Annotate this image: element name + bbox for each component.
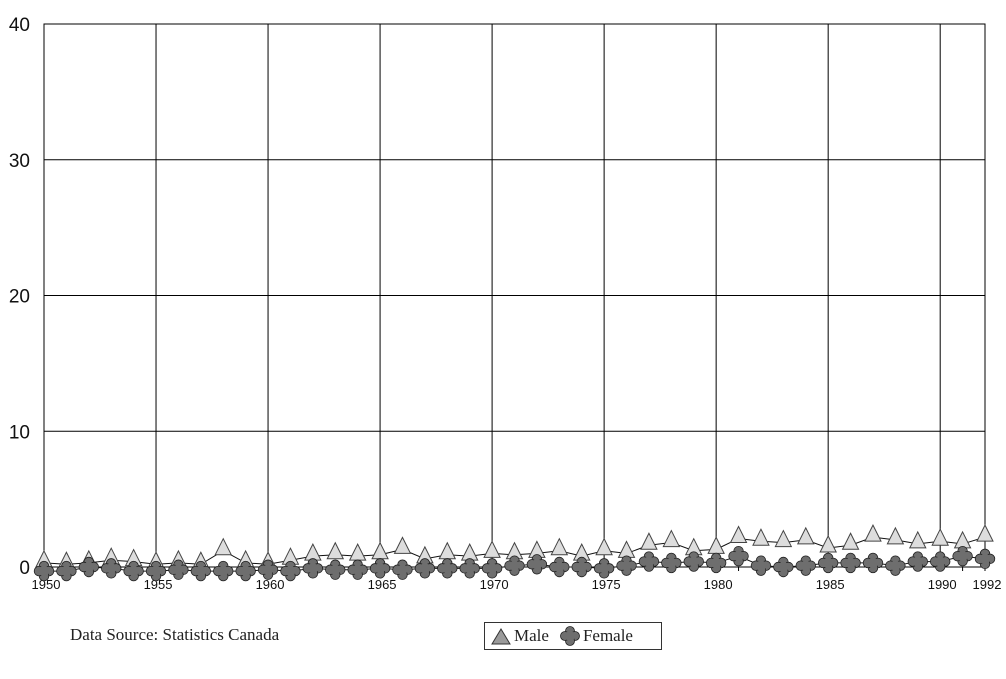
- male-data-point: [707, 536, 725, 554]
- female-data-point: [616, 555, 637, 576]
- male-data-point: [796, 526, 815, 545]
- series-points: [33, 524, 996, 582]
- female-data-point: [817, 552, 839, 574]
- female-data-point: [168, 559, 189, 580]
- female-data-point: [257, 559, 279, 580]
- y-axis-ticks: 0 10 20 30 40: [9, 15, 30, 579]
- female-data-point: [750, 555, 772, 576]
- male-data-point: [819, 534, 837, 553]
- female-data-point: [526, 554, 548, 575]
- legend-item-male: Male: [490, 626, 549, 646]
- female-data-point: [123, 560, 144, 582]
- female-data-point: [33, 560, 55, 582]
- y-tick-label: 20: [9, 287, 30, 308]
- x-tick-label: 1975: [592, 577, 621, 592]
- female-data-point: [213, 560, 234, 582]
- male-data-point: [483, 540, 501, 558]
- triangle-marker-icon: [491, 628, 511, 645]
- flower-marker-icon: [560, 626, 580, 646]
- female-data-point: [481, 558, 503, 579]
- y-tick-label: 30: [9, 151, 30, 172]
- x-tick-label: 1960: [256, 577, 285, 592]
- female-data-point: [459, 558, 480, 579]
- female-data-point: [549, 556, 570, 578]
- male-data-point: [617, 540, 636, 558]
- female-data-point: [638, 551, 660, 572]
- female-data-point: [705, 552, 727, 574]
- male-data-point: [662, 529, 681, 548]
- male-data-point: [931, 528, 949, 546]
- male-data-point: [214, 537, 233, 556]
- female-data-point: [907, 551, 928, 572]
- female-data-point: [437, 558, 458, 579]
- y-tick-label: 0: [19, 558, 30, 579]
- x-tick-label: 1955: [144, 577, 173, 592]
- female-data-point: [840, 552, 861, 574]
- chart-legend: Male Female: [484, 622, 662, 650]
- male-data-point: [393, 536, 412, 554]
- legend-item-female: Female: [559, 625, 633, 647]
- female-data-point: [414, 558, 436, 579]
- female-data-point: [773, 556, 794, 578]
- x-tick-label: 1950: [32, 577, 61, 592]
- male-data-point: [326, 541, 345, 560]
- x-tick-label: 1980: [704, 577, 733, 592]
- chart-grid: [43, 23, 986, 571]
- x-tick-label: 1992: [973, 577, 1002, 592]
- male-data-point: [438, 541, 457, 560]
- female-data-point: [661, 552, 682, 574]
- y-tick-label: 40: [9, 15, 30, 36]
- female-data-point: [325, 559, 346, 580]
- legend-label-male: Male: [514, 626, 549, 645]
- female-data-point: [952, 545, 973, 567]
- male-data-point: [304, 543, 322, 561]
- x-tick-label: 1965: [368, 577, 397, 592]
- female-data-point: [369, 558, 391, 579]
- male-data-point: [908, 530, 927, 549]
- male-data-point: [953, 530, 972, 549]
- female-data-point: [280, 560, 301, 582]
- female-data-point: [504, 555, 525, 576]
- data-source-note: Data Source: Statistics Canada: [70, 625, 280, 644]
- female-data-point: [56, 560, 77, 582]
- female-data-point: [728, 545, 749, 567]
- female-data-point: [593, 558, 615, 579]
- female-data-point: [347, 559, 368, 580]
- male-data-point: [550, 537, 569, 556]
- y-tick-label: 10: [9, 422, 30, 443]
- male-data-point: [841, 532, 860, 550]
- x-tick-label: 1985: [816, 577, 845, 592]
- male-data-point: [976, 524, 994, 542]
- female-data-point: [190, 560, 212, 582]
- male-data-point: [348, 543, 367, 561]
- female-data-point: [795, 555, 816, 576]
- male-data-point: [774, 529, 793, 548]
- female-data-point: [974, 548, 996, 570]
- male-data-point: [752, 528, 770, 546]
- female-data-point: [683, 551, 704, 572]
- female-data-point: [885, 555, 906, 576]
- female-data-point: [929, 551, 951, 572]
- male-data-point: [371, 541, 389, 560]
- female-data-point: [862, 552, 884, 574]
- female-data-point: [392, 559, 413, 580]
- female-data-point: [101, 558, 122, 579]
- legend-label-female: Female: [582, 626, 633, 645]
- female-data-point: [145, 560, 167, 582]
- male-data-point: [886, 526, 905, 545]
- female-data-point: [571, 556, 592, 578]
- male-data-point: [864, 524, 882, 542]
- female-data-point: [302, 558, 324, 579]
- x-axis-ticks: 1950 1955 1960 1965 1970 1975 1980 1985 1990 1992: [32, 577, 1002, 592]
- male-data-point: [460, 543, 479, 561]
- female-data-point: [78, 556, 100, 578]
- male-data-point: [640, 532, 658, 550]
- female-data-point: [235, 560, 256, 582]
- x-tick-label: 1990: [928, 577, 957, 592]
- x-tick-label: 1970: [480, 577, 509, 592]
- male-data-point: [729, 525, 748, 543]
- male-data-point: [595, 537, 613, 556]
